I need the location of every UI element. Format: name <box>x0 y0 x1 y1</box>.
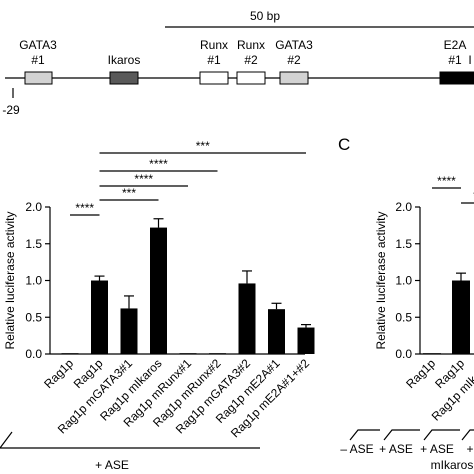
element-label-4: GATA3 <box>275 38 313 52</box>
bar <box>150 227 167 354</box>
y-axis-label: Relative luciferase activity <box>374 211 388 349</box>
category-label: Rag1p <box>41 356 76 391</box>
element-label-1: Ikaros <box>108 53 141 67</box>
chart-panel-b: 0.0 0.5 1.0 1.5 2.0 Relative luciferase activ… <box>0 139 315 472</box>
element-number-3: #2 <box>244 53 258 67</box>
significance-label: *** <box>196 139 210 153</box>
bar <box>120 308 138 354</box>
bar <box>238 283 256 354</box>
sub-group-label: mIkaros <box>431 458 474 472</box>
y-axis-label: Relative luciferase activity <box>3 211 17 349</box>
y-tick-label: 2.0 <box>395 200 412 214</box>
bar <box>297 327 315 354</box>
y-tick-label: 0.0 <box>25 347 42 361</box>
element-label-0: GATA3 <box>19 38 57 52</box>
significance-label: **** <box>437 174 456 188</box>
bar <box>91 280 108 354</box>
y-tick-label: 1.0 <box>25 274 42 288</box>
element-label-6: I <box>468 53 471 67</box>
element-number-4: #2 <box>287 53 301 67</box>
chart-panel-c: 0.0 0.5 1.0 1.5 2.0 Relative luciferase activ… <box>340 174 474 472</box>
y-tick-label: 0.5 <box>25 310 42 324</box>
promoter-diagram: 50 bp -29 GATA3#1 IkarosRunx#1Runx#2GATA3… <box>2 9 474 117</box>
bar <box>179 353 197 354</box>
group-label: + ASE <box>95 458 129 472</box>
y-tick-label: 1.5 <box>395 237 412 251</box>
bar <box>452 280 470 354</box>
bar <box>209 353 226 354</box>
element-number-2: #1 <box>207 53 221 67</box>
significance-label: *** <box>122 186 136 200</box>
element-box-1 <box>109 71 139 85</box>
group-label: + ASE <box>420 442 454 456</box>
group-label: + ASE <box>379 442 413 456</box>
bar <box>268 309 285 354</box>
group-label: – ASE <box>340 442 373 456</box>
element-number-0: #1 <box>31 53 45 67</box>
y-tick-label: 1.5 <box>25 237 42 251</box>
group-bracket <box>423 429 460 441</box>
group-bracket <box>0 431 13 449</box>
y-tick-label: 0.0 <box>395 347 412 361</box>
significance-label: **** <box>149 157 168 171</box>
element-label-5: E2A <box>444 38 467 52</box>
element-label-2: Runx <box>200 38 228 52</box>
scale-label: 50 bp <box>250 9 280 23</box>
element-box-3 <box>236 71 266 85</box>
element-box-0 <box>24 71 53 85</box>
element-box-4 <box>279 71 309 85</box>
significance-label: **** <box>134 172 153 186</box>
bar <box>61 353 79 354</box>
category-label: Rag1p <box>403 356 438 391</box>
element-box-2 <box>199 71 229 85</box>
y-tick-label: 2.0 <box>25 200 42 214</box>
y-tick-label: 0.5 <box>395 310 412 324</box>
element-label-3: Runx <box>237 38 265 52</box>
bar <box>423 353 441 354</box>
group-bracket <box>383 429 420 441</box>
panel-c-label: C <box>338 135 350 154</box>
group-label: + <box>466 442 473 456</box>
element-box-5 <box>439 71 474 85</box>
y-tick-label: 1.0 <box>395 274 412 288</box>
significance-label: **** <box>75 201 94 215</box>
group-bracket <box>461 429 474 441</box>
group-bracket <box>349 429 380 441</box>
element-number-5: #1 <box>448 53 462 67</box>
position-marker: -29 <box>2 103 20 117</box>
